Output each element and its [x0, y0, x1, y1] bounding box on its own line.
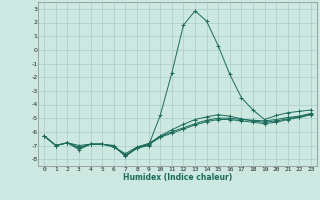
X-axis label: Humidex (Indice chaleur): Humidex (Indice chaleur) [123, 173, 232, 182]
